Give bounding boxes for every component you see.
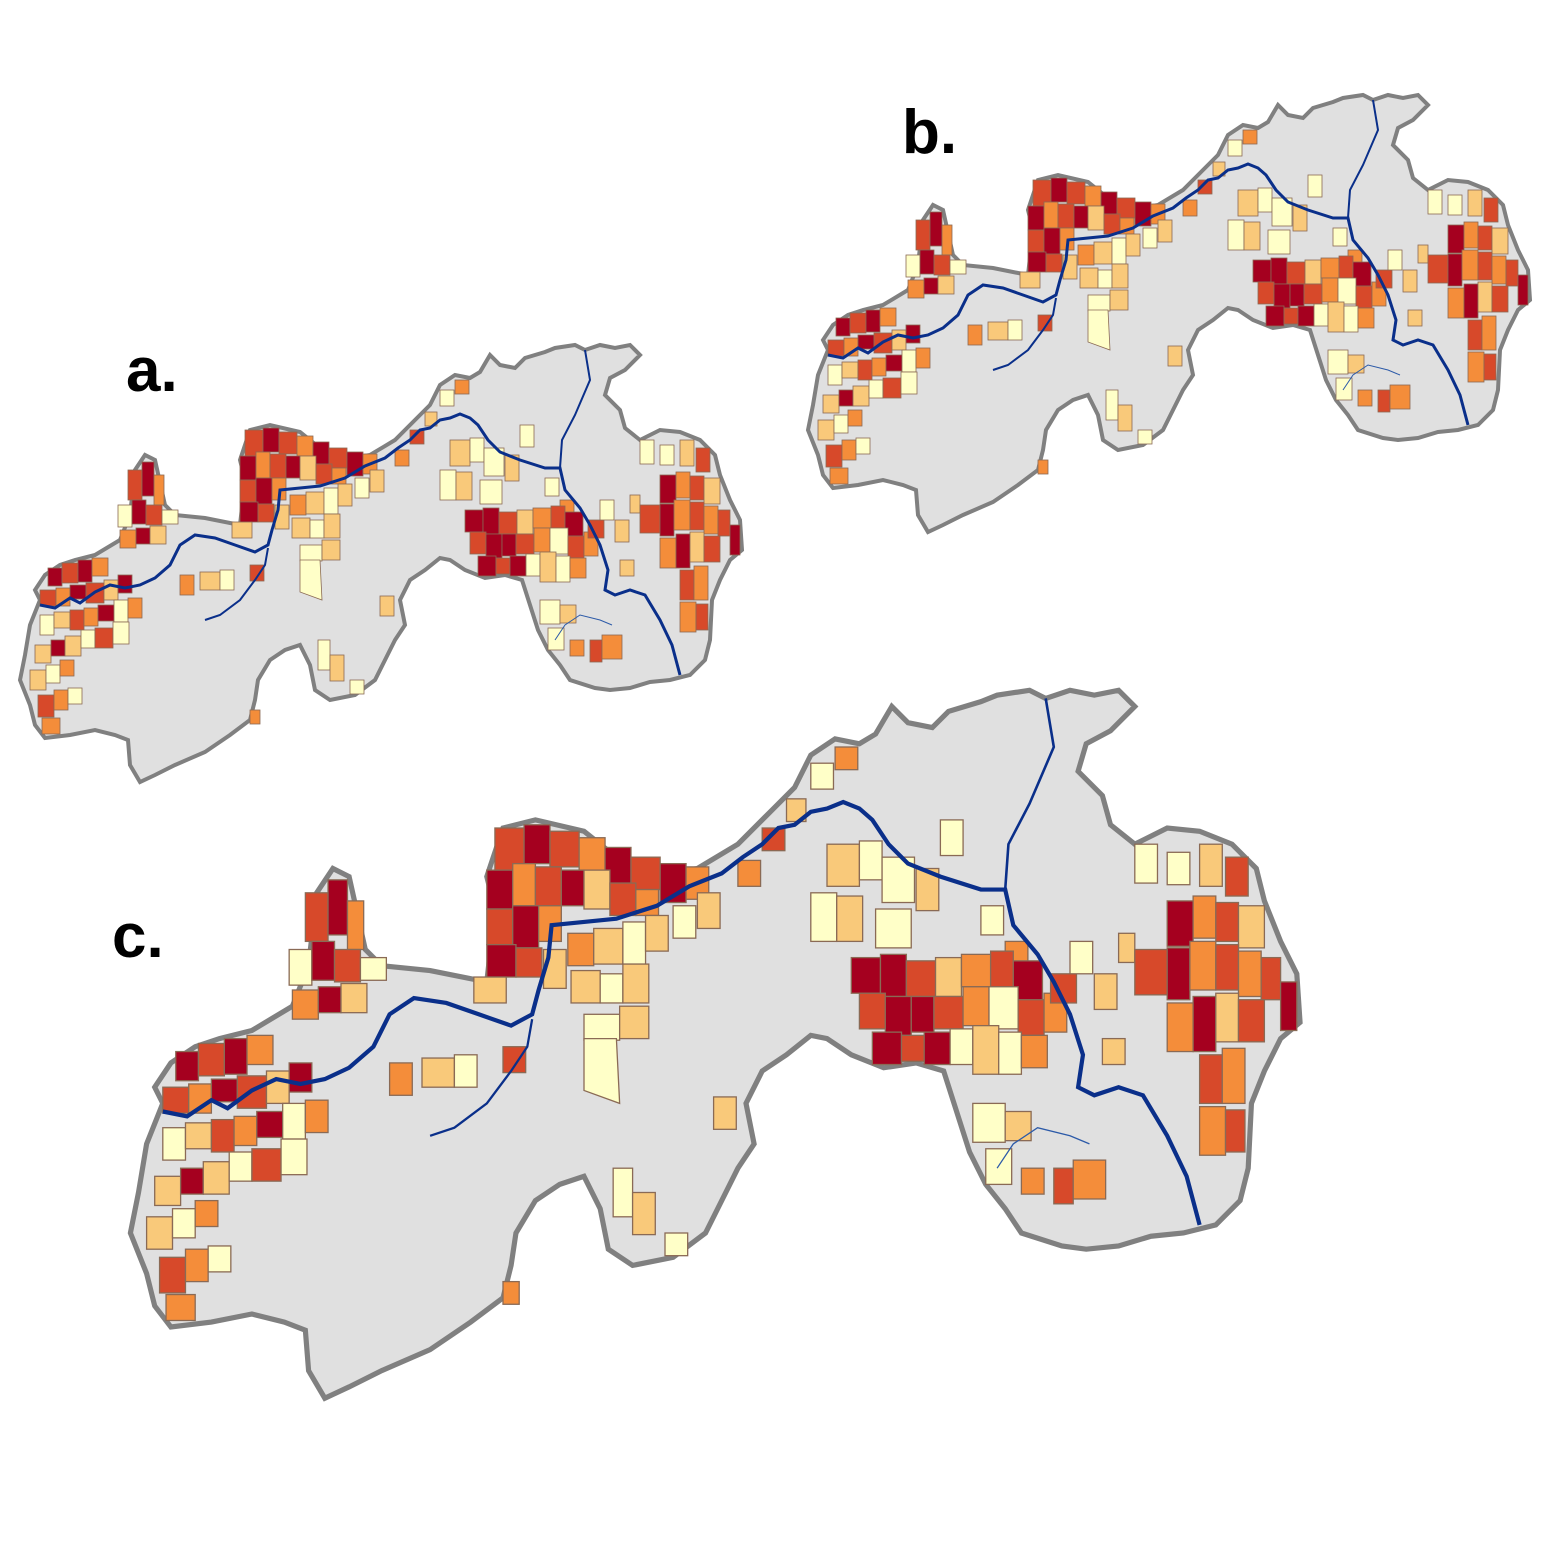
- panel-label-a: a.: [126, 336, 178, 405]
- map-panel-c: [130, 690, 1300, 1398]
- map-panel-a: [18, 343, 744, 784]
- panel-label-b: b.: [902, 98, 958, 167]
- panel-label-c: c.: [112, 902, 164, 971]
